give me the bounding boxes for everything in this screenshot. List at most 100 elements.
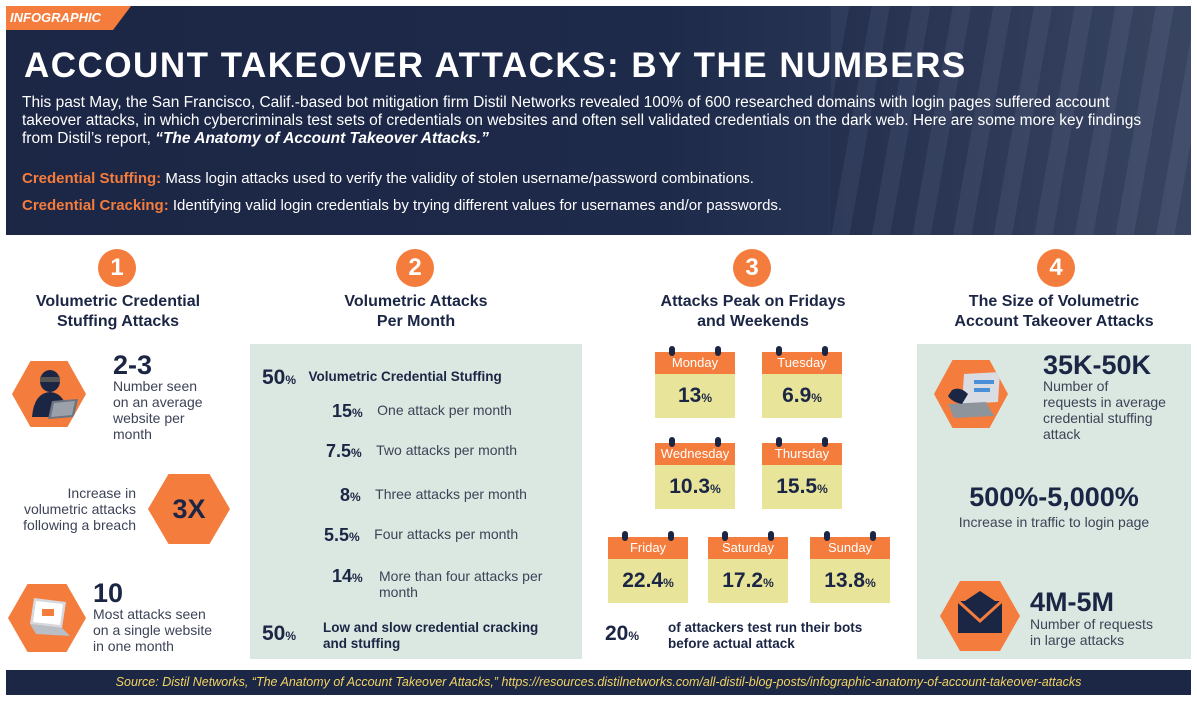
stat-value: 500%-5,000% [969, 482, 1139, 512]
calendar-rings [762, 346, 842, 356]
pct-row: 7.5% Two attacks per month [326, 441, 517, 462]
pct-sign: % [285, 629, 297, 643]
section-title-line: Stuffing Attacks [56, 313, 180, 330]
caption-line: following a breach [23, 517, 136, 533]
section-number-2: 2 [396, 249, 434, 287]
stat-caption: Number seen on an average website per mo… [113, 378, 203, 442]
day-value: 15.5 [776, 475, 818, 498]
pct-value: 50 [262, 622, 286, 645]
pct-row-bottom: 50% [262, 622, 296, 646]
stat-value: 4M-5M [1030, 587, 1115, 617]
infographic-badge: INFOGRAPHIC [6, 6, 131, 30]
day-value: 13 [677, 384, 702, 407]
pct-row-testrun: 20% [605, 622, 639, 646]
pct-row-top: 50% Volumetric Credential Stuffing [262, 366, 502, 390]
pct-label: of attackers test run their bots before … [668, 620, 862, 652]
laptop-icon [8, 584, 86, 652]
pct-sign: % [865, 576, 876, 590]
calendar-value: 17.2% [708, 559, 788, 603]
pct-value: 50 [262, 366, 286, 389]
day-value: 10.3 [669, 475, 711, 498]
hacker-laptop-icon [12, 361, 86, 427]
section-number-4: 4 [1037, 249, 1075, 287]
pct-sign: % [352, 406, 363, 420]
pct-sign: % [628, 629, 640, 643]
stat-caption: Number of requests in large attacks [1030, 616, 1153, 648]
caption-line: Increase in [67, 485, 136, 501]
calendar-day: Tuesday [762, 352, 842, 374]
pct-value: 7.5 [326, 441, 352, 461]
section-title-line: The Size of Volumetric [968, 293, 1140, 310]
definition-term: Credential Cracking: [22, 197, 169, 214]
caption-line: on a single website [93, 622, 213, 638]
section-title-line: Volumetric Attacks [344, 293, 488, 310]
header-banner: INFOGRAPHIC ACCOUNT TAKEOVER ATTACKS: BY… [6, 6, 1191, 235]
section-title-line: Volumetric Credential [35, 293, 201, 310]
calendar-rings [608, 531, 688, 541]
stat-caption: Increase in volumetric attacks following… [8, 485, 136, 533]
definition-credential-stuffing: Credential Stuffing: Mass login attacks … [22, 170, 754, 187]
calendar-rings [810, 531, 890, 541]
section-number-1: 1 [98, 249, 136, 287]
caption-line: volumetric attacks [23, 501, 136, 517]
label-line: month [379, 584, 418, 600]
pct-row: 14% [332, 566, 363, 587]
calendar-day: Thursday [762, 443, 842, 465]
caption-line: Most attacks seen [93, 606, 206, 622]
calendar-value: 13.8% [810, 559, 890, 603]
pct-label: Two attacks per month [376, 442, 517, 458]
caption-line: Number of requests [1030, 616, 1153, 632]
pct-sign: % [817, 482, 828, 496]
pct-sign: % [351, 446, 362, 460]
caption-line: website per [113, 410, 185, 426]
calendar-value: 13% [655, 374, 735, 418]
caption-line: attack [1043, 426, 1081, 442]
pct-sign: % [285, 373, 297, 387]
definition-credential-cracking: Credential Cracking: Identifying valid l… [22, 197, 782, 214]
calendar-value: 10.3% [655, 465, 735, 509]
label-line: and stuffing [323, 636, 401, 651]
pct-value: 5.5 [324, 525, 350, 545]
calendar-rings [655, 437, 735, 447]
caption-line: credential stuffing [1043, 410, 1153, 426]
calendar-value: 6.9% [762, 374, 842, 418]
calendar-day: Monday [655, 352, 735, 374]
pct-row: 5.5% Four attacks per month [324, 525, 518, 546]
stat-value: 10 [93, 578, 124, 608]
pct-row: 15% One attack per month [332, 401, 512, 422]
report-title: “The Anatomy of Account Takeover Attacks… [155, 130, 489, 147]
pct-sign: % [350, 490, 361, 504]
caption-line: Number seen [113, 378, 198, 394]
definition-text: Identifying valid login credentials by t… [172, 197, 783, 214]
section-title-line: Per Month [376, 313, 456, 330]
pct-sign: % [663, 576, 674, 590]
page-title: ACCOUNT TAKEOVER ATTACKS: BY THE NUMBERS [24, 46, 967, 85]
definition-text: Mass login attacks used to verify the va… [165, 170, 754, 187]
day-value: 17.2 [722, 569, 764, 592]
intro-text: This past May, the San Francisco, Calif.… [22, 94, 1142, 147]
day-value: 6.9 [782, 384, 812, 407]
label-line: Low and slow credential cracking [323, 620, 539, 635]
pct-label: Four attacks per month [374, 526, 519, 542]
calendar-value: 22.4% [608, 559, 688, 603]
section-title-3: Attacks Peak on Fridays and Weekends [596, 292, 910, 332]
pct-sign: % [811, 391, 822, 405]
caption-line: Number of [1043, 378, 1109, 394]
calendar-rings [655, 346, 735, 356]
pct-sign: % [352, 571, 363, 585]
calendar-day: Friday [608, 537, 688, 559]
calendar-day: Saturday [708, 537, 788, 559]
pct-label: More than four attacks per month [379, 568, 542, 600]
label-line: More than four attacks per [379, 568, 543, 584]
pct-value: 14 [332, 566, 353, 586]
calendar-value: 15.5% [762, 465, 842, 509]
stat-value: 3X [172, 494, 206, 524]
day-value: 13.8 [824, 569, 866, 592]
attacks-per-month-panel [250, 344, 582, 659]
caption-line: in large attacks [1030, 632, 1125, 648]
label-line: of attackers test run their bots [668, 620, 863, 635]
section-title-line: Account Takeover Attacks [954, 313, 1154, 330]
pct-value: 8 [340, 485, 351, 505]
pct-label: Three attacks per month [375, 486, 527, 502]
pct-sign: % [763, 576, 774, 590]
